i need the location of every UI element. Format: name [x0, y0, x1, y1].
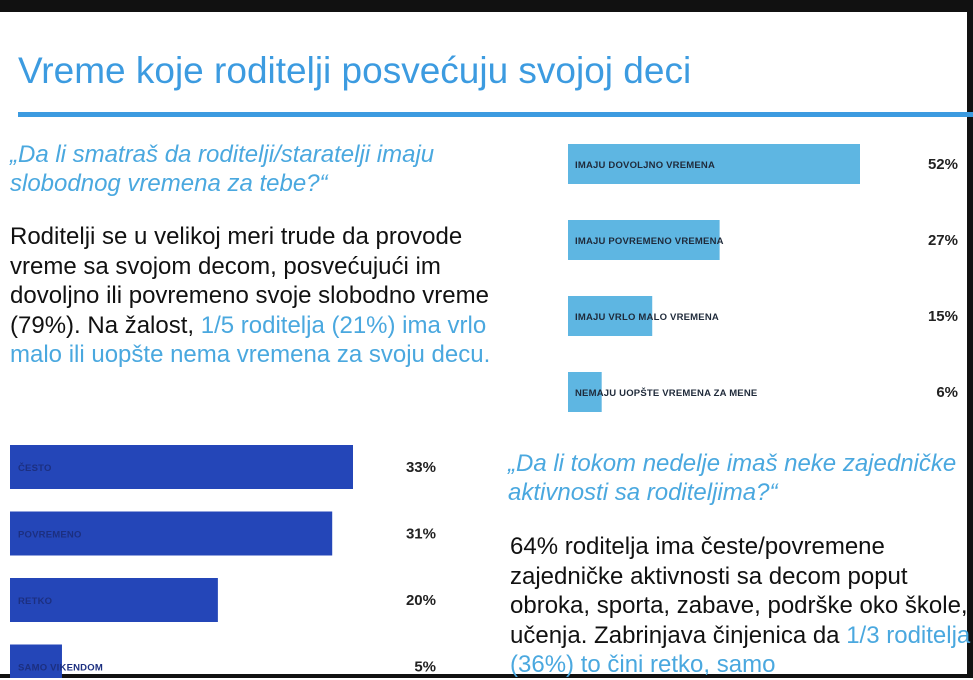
paragraph-1: Roditelji se u velikoj meri trude da pro… — [10, 222, 530, 370]
paragraph-2-text: 64% roditelja ima česte/povremene zajedn… — [510, 533, 968, 649]
chart2-bar-2 — [10, 511, 333, 556]
chart2-value-label-4: 5% — [414, 659, 436, 676]
chart1-bar-1 — [568, 144, 860, 184]
chart2-category-label-2: POVREMENO — [18, 530, 82, 541]
chart2-bar-3 — [10, 578, 218, 622]
question-1: „Da li smatraš da roditelji/staratelji i… — [10, 141, 435, 197]
chart1-value-label-1: 52% — [928, 156, 958, 173]
chart2-bar-4 — [10, 644, 62, 678]
window-right-edge — [967, 0, 973, 678]
chart2-plot: ČESTO 33% POVREMENO 31% RETKO 20% SAMO VIKENDO… — [10, 445, 436, 678]
chart2-bar-1 — [10, 445, 353, 489]
chart2-value-label-2: 31% — [406, 526, 436, 543]
chart2-value-label-1: 33% — [406, 459, 436, 476]
chart1-value-label-4: 6% — [936, 384, 958, 401]
chart1-value-label-2: 27% — [928, 232, 958, 249]
paragraph-2-highlight: 1/3 roditelja (36%) to čini retko, samo — [510, 621, 971, 679]
window-bottom-edge — [0, 674, 973, 678]
question-2: „Da li tokom nedelje imaš neke zajedničk… — [508, 450, 957, 506]
chart2-category-label-4: SAMO VIKENDOM — [18, 663, 103, 674]
chart2-category-label-3: RETKO — [18, 596, 52, 607]
slide-title: Vreme koje roditelji posvećuju svojoj de… — [18, 50, 692, 91]
title-divider — [18, 112, 973, 117]
window-top-edge — [0, 0, 973, 12]
chart1-category-label-4: NEMAJU UOPŠTE VREMENA ZA MENE — [575, 387, 757, 399]
chart2-value-label-3: 20% — [406, 592, 436, 609]
chart1-category-label-2: IMAJU POVREMENO VREMENA — [575, 236, 724, 247]
chart1-plot: IMAJU DOVOLJNO VREMENA 52% IMAJU POVREMENO… — [568, 144, 958, 412]
paragraph-2: 64% roditelja ima česte/povremene zajedn… — [510, 532, 972, 680]
chart1-bar-4 — [568, 372, 602, 412]
chart1-value-label-3: 15% — [928, 308, 958, 325]
chart1-category-label-1: IMAJU DOVOLJNO VREMENA — [575, 160, 715, 171]
paragraph-1-highlight: 1/5 roditelja (21%) ima vrlo malo ili uo… — [10, 311, 491, 369]
chart1-bar-2 — [568, 220, 720, 260]
chart2-category-label-1: ČESTO — [18, 462, 52, 474]
chart1-category-label-3: IMAJU VRLO MALO VREMENA — [575, 312, 719, 323]
chart1-bar-3 — [568, 296, 653, 336]
paragraph-1-text: Roditelji se u velikoj meri trude da pro… — [10, 223, 489, 339]
